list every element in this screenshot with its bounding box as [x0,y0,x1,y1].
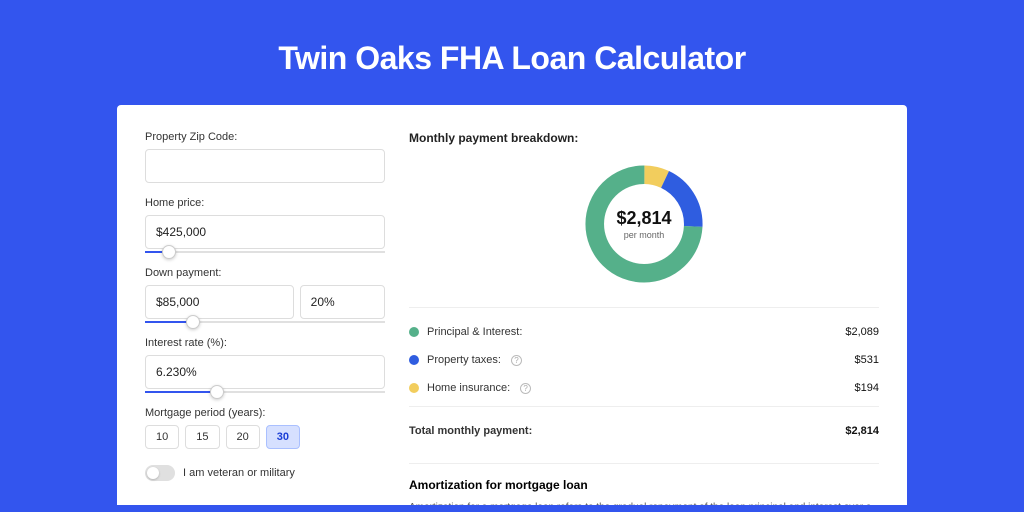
period-btn-20[interactable]: 20 [226,425,260,449]
down-payment-amount-input[interactable] [145,285,294,319]
interest-rate-slider-fill [145,391,217,393]
page-title: Twin Oaks FHA Loan Calculator [0,40,1024,77]
help-icon[interactable]: ? [511,355,522,366]
down-payment-percent-input[interactable] [300,285,385,319]
zip-label: Property Zip Code: [145,131,385,143]
legend-row-principal: Principal & Interest: $2,089 [409,318,879,346]
zip-field: Property Zip Code: [145,131,385,183]
zip-input[interactable] [145,149,385,183]
home-price-label: Home price: [145,197,385,209]
amortization-text: Amortization for a mortgage loan refers … [409,500,879,505]
mortgage-period-options: 10 15 20 30 [145,425,385,449]
legend-label-total: Total monthly payment: [409,425,532,437]
period-btn-10[interactable]: 10 [145,425,179,449]
home-price-slider[interactable] [145,251,385,253]
interest-rate-label: Interest rate (%): [145,337,385,349]
veteran-label: I am veteran or military [183,467,295,479]
donut-wrap: $2,814 per month [409,159,879,289]
down-payment-label: Down payment: [145,267,385,279]
legend-divider [409,406,879,407]
legend-dot-principal [409,327,419,337]
home-price-input[interactable] [145,215,385,249]
calculator-card: Property Zip Code: Home price: Down paym… [117,105,907,505]
breakdown-panel: Monthly payment breakdown: $2,814 per mo… [409,131,879,505]
input-panel: Property Zip Code: Home price: Down paym… [145,131,385,505]
home-price-slider-thumb[interactable] [162,245,176,259]
mortgage-period-label: Mortgage period (years): [145,407,385,419]
mortgage-period-field: Mortgage period (years): 10 15 20 30 [145,407,385,449]
donut-center: $2,814 per month [616,208,671,240]
donut-center-sub: per month [616,230,671,240]
interest-rate-slider[interactable] [145,391,385,393]
down-payment-field: Down payment: [145,267,385,323]
amortization-section: Amortization for mortgage loan Amortizat… [409,463,879,505]
legend-value-insurance: $194 [855,382,879,394]
legend-row-taxes: Property taxes: ? $531 [409,346,879,374]
legend-value-taxes: $531 [855,354,879,366]
period-btn-30[interactable]: 30 [266,425,300,449]
legend-dot-taxes [409,355,419,365]
legend-value-principal: $2,089 [845,326,879,338]
interest-rate-field: Interest rate (%): [145,337,385,393]
veteran-toggle[interactable] [145,465,175,481]
donut-chart: $2,814 per month [579,159,709,289]
down-payment-slider-thumb[interactable] [186,315,200,329]
legend-label-principal: Principal & Interest: [427,326,522,338]
legend-value-total: $2,814 [845,425,879,437]
help-icon[interactable]: ? [520,383,531,394]
period-btn-15[interactable]: 15 [185,425,219,449]
home-price-field: Home price: [145,197,385,253]
veteran-row: I am veteran or military [145,465,385,481]
interest-rate-slider-thumb[interactable] [210,385,224,399]
legend-label-taxes: Property taxes: [427,354,501,366]
donut-center-value: $2,814 [616,208,671,229]
legend-row-total: Total monthly payment: $2,814 [409,417,879,445]
breakdown-title: Monthly payment breakdown: [409,131,879,145]
legend-dot-insurance [409,383,419,393]
legend-divider [409,307,879,308]
interest-rate-input[interactable] [145,355,385,389]
legend-row-insurance: Home insurance: ? $194 [409,374,879,402]
legend-label-insurance: Home insurance: [427,382,510,394]
amortization-title: Amortization for mortgage loan [409,478,879,492]
veteran-toggle-knob [147,467,159,479]
down-payment-slider[interactable] [145,321,385,323]
